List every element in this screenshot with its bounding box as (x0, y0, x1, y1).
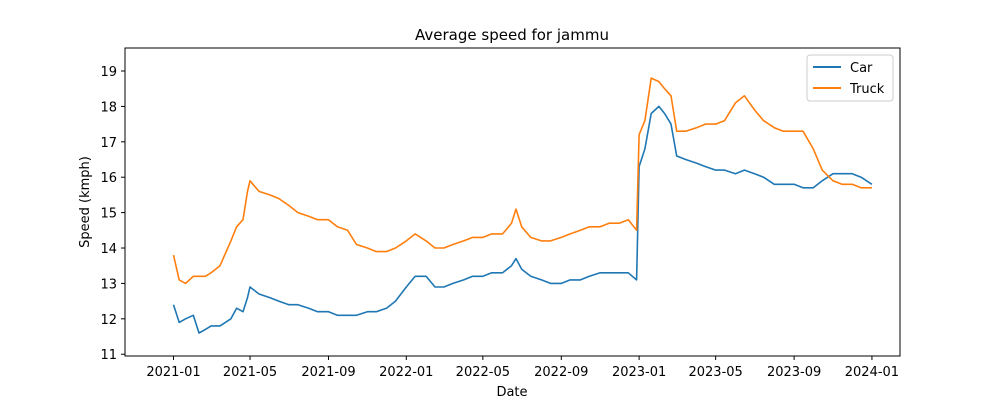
y-tick-label: 18 (100, 100, 117, 115)
y-tick-label: 19 (100, 65, 117, 80)
legend: Car Truck (806, 54, 894, 102)
legend-label-truck: Truck (849, 82, 885, 97)
y-tick-label: 11 (100, 348, 117, 363)
x-tick-label: 2023-05 (688, 365, 742, 380)
y-tick-label: 17 (100, 136, 117, 151)
x-tick-label: 2021-01 (146, 365, 200, 380)
x-tick-label: 2024-01 (845, 365, 899, 380)
y-tick-label: 14 (100, 242, 117, 257)
series-layer (172, 77, 873, 334)
x-axis-title: Date (496, 385, 527, 400)
y-axis-title: Speed (kmph) (78, 156, 93, 248)
y-tick-label: 16 (100, 171, 117, 186)
y-tick-label: 15 (100, 207, 117, 222)
x-tick-label: 2022-05 (456, 365, 510, 380)
x-tick-label: 2022-09 (534, 365, 588, 380)
series-line-car (172, 105, 873, 334)
x-tick-label: 2021-09 (301, 365, 355, 380)
chart-title: Average speed for jammu (415, 26, 609, 44)
x-axis: 2021-01 2021-05 2021-09 2022-01 2022-05 2022-… (146, 356, 899, 380)
series-line-truck (172, 77, 872, 285)
x-tick-label: 2021-05 (223, 365, 277, 380)
plot-frame (124, 47, 901, 357)
y-tick-label: 13 (100, 277, 117, 292)
x-tick-label: 2023-01 (612, 365, 666, 380)
x-tick-label: 2022-01 (379, 365, 433, 380)
y-axis: 11 12 13 14 15 16 17 18 19 (100, 65, 125, 363)
y-tick-label: 12 (100, 313, 117, 328)
legend-label-car: Car (850, 61, 873, 76)
x-tick-label: 2023-09 (767, 365, 821, 380)
